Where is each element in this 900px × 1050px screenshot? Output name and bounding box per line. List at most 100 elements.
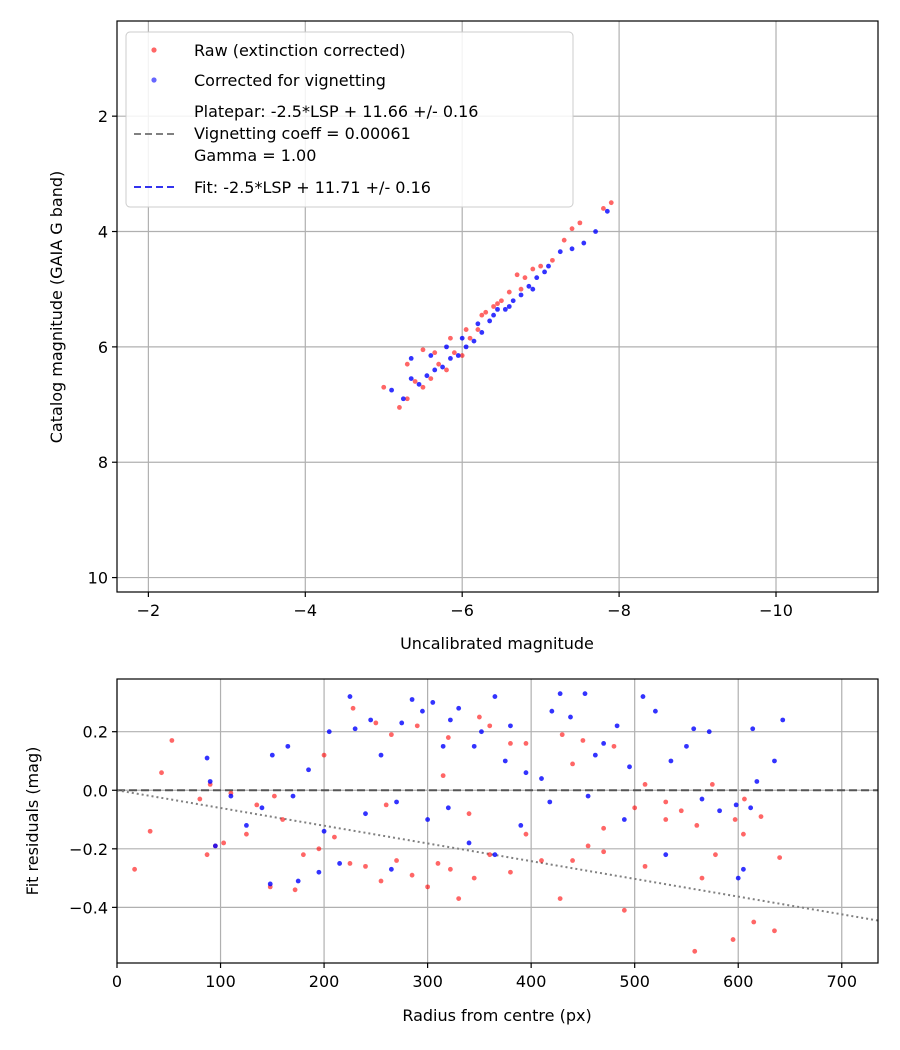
vig-point	[337, 861, 343, 866]
raw-point	[632, 805, 638, 811]
vig-point	[539, 776, 544, 781]
y-tick-label: 8	[98, 453, 108, 472]
raw-point	[550, 257, 555, 263]
raw-point	[292, 887, 298, 893]
vig-point	[447, 717, 453, 723]
vig-point	[593, 229, 598, 234]
raw-point	[221, 840, 227, 846]
vig-point	[259, 805, 265, 811]
vig-point	[466, 840, 472, 846]
x-tick-label: −6	[450, 601, 474, 620]
vig-point	[492, 694, 498, 699]
raw-point	[758, 814, 764, 820]
vig-point	[668, 758, 674, 764]
vig-point	[780, 717, 786, 723]
vig-point	[295, 878, 301, 884]
raw-point	[147, 828, 153, 834]
raw-point	[692, 948, 698, 954]
x-tick-label: 400	[516, 972, 547, 991]
vig-point	[445, 805, 451, 811]
legend-gamma-label: Gamma = 1.00	[194, 146, 316, 165]
raw-point	[777, 855, 783, 860]
vig-point	[440, 743, 446, 749]
raw-point	[518, 286, 524, 292]
raw-point	[316, 846, 322, 852]
vig-point	[207, 779, 213, 784]
raw-point	[732, 817, 738, 822]
vig-point	[518, 822, 524, 828]
vig-point	[479, 330, 485, 335]
raw-point	[456, 896, 462, 901]
vig-point	[627, 764, 632, 770]
legend-vig-marker	[151, 77, 157, 83]
raw-point	[132, 866, 138, 872]
raw-point	[271, 793, 277, 799]
raw-point	[530, 266, 536, 272]
raw-point	[463, 327, 469, 332]
raw-point	[621, 907, 627, 913]
x-tick-label: 200	[309, 972, 340, 991]
raw-point	[436, 361, 442, 367]
raw-point	[420, 347, 426, 353]
legend-vignetting-label: Vignetting coeff = 0.00061	[194, 124, 411, 143]
raw-point	[471, 875, 477, 881]
vig-point	[581, 240, 587, 246]
top-plot-frame	[116, 20, 879, 593]
vig-point	[640, 694, 646, 699]
raw-point	[476, 714, 482, 720]
raw-point	[741, 831, 746, 837]
vig-point	[568, 714, 573, 720]
vig-point	[420, 708, 425, 714]
raw-point	[204, 852, 210, 858]
raw-point	[397, 405, 402, 410]
vig-point	[267, 881, 273, 887]
raw-point	[694, 822, 700, 828]
raw-point	[350, 705, 356, 711]
x-tick-label: 100	[205, 972, 236, 991]
raw-point	[425, 884, 431, 890]
raw-point	[678, 808, 684, 814]
vig-point	[502, 758, 508, 764]
raw-point	[663, 817, 669, 822]
raw-point	[508, 869, 513, 875]
vig-point	[269, 752, 275, 758]
raw-point	[373, 720, 379, 726]
y-tick-label: 0.2	[83, 723, 108, 742]
vig-point	[326, 729, 332, 735]
vig-point	[448, 356, 453, 361]
raw-point	[523, 741, 529, 746]
x-tick-label: −2	[137, 601, 161, 620]
vig-point	[424, 373, 430, 379]
vig-point	[430, 700, 436, 705]
vig-point	[471, 338, 477, 344]
raw-point	[601, 206, 606, 211]
raw-point	[467, 335, 473, 341]
vig-point	[228, 793, 234, 799]
raw-point	[459, 353, 465, 358]
raw-point	[280, 817, 286, 822]
raw-point	[539, 858, 544, 863]
vig-point	[378, 752, 384, 758]
raw-point	[601, 849, 607, 855]
raw-point	[475, 327, 481, 332]
vig-point	[487, 318, 493, 324]
raw-point	[363, 863, 368, 869]
vig-point	[491, 312, 496, 318]
vig-point	[748, 805, 754, 811]
raw-point	[522, 275, 528, 281]
raw-point	[585, 843, 591, 849]
vig-point	[456, 705, 462, 711]
bottom-y-axis-label: Fit residuals (mag)	[23, 747, 42, 896]
vig-point	[425, 817, 431, 822]
vig-point	[733, 802, 739, 808]
vig-point	[244, 822, 249, 828]
vig-point	[510, 298, 516, 304]
vig-point	[428, 353, 434, 358]
vig-point	[471, 743, 477, 749]
y-tick-label: 6	[98, 338, 108, 357]
vig-point	[204, 755, 210, 761]
raw-point	[347, 861, 353, 866]
vig-point	[518, 292, 524, 298]
vig-point	[416, 381, 422, 387]
vig-point	[735, 875, 741, 881]
